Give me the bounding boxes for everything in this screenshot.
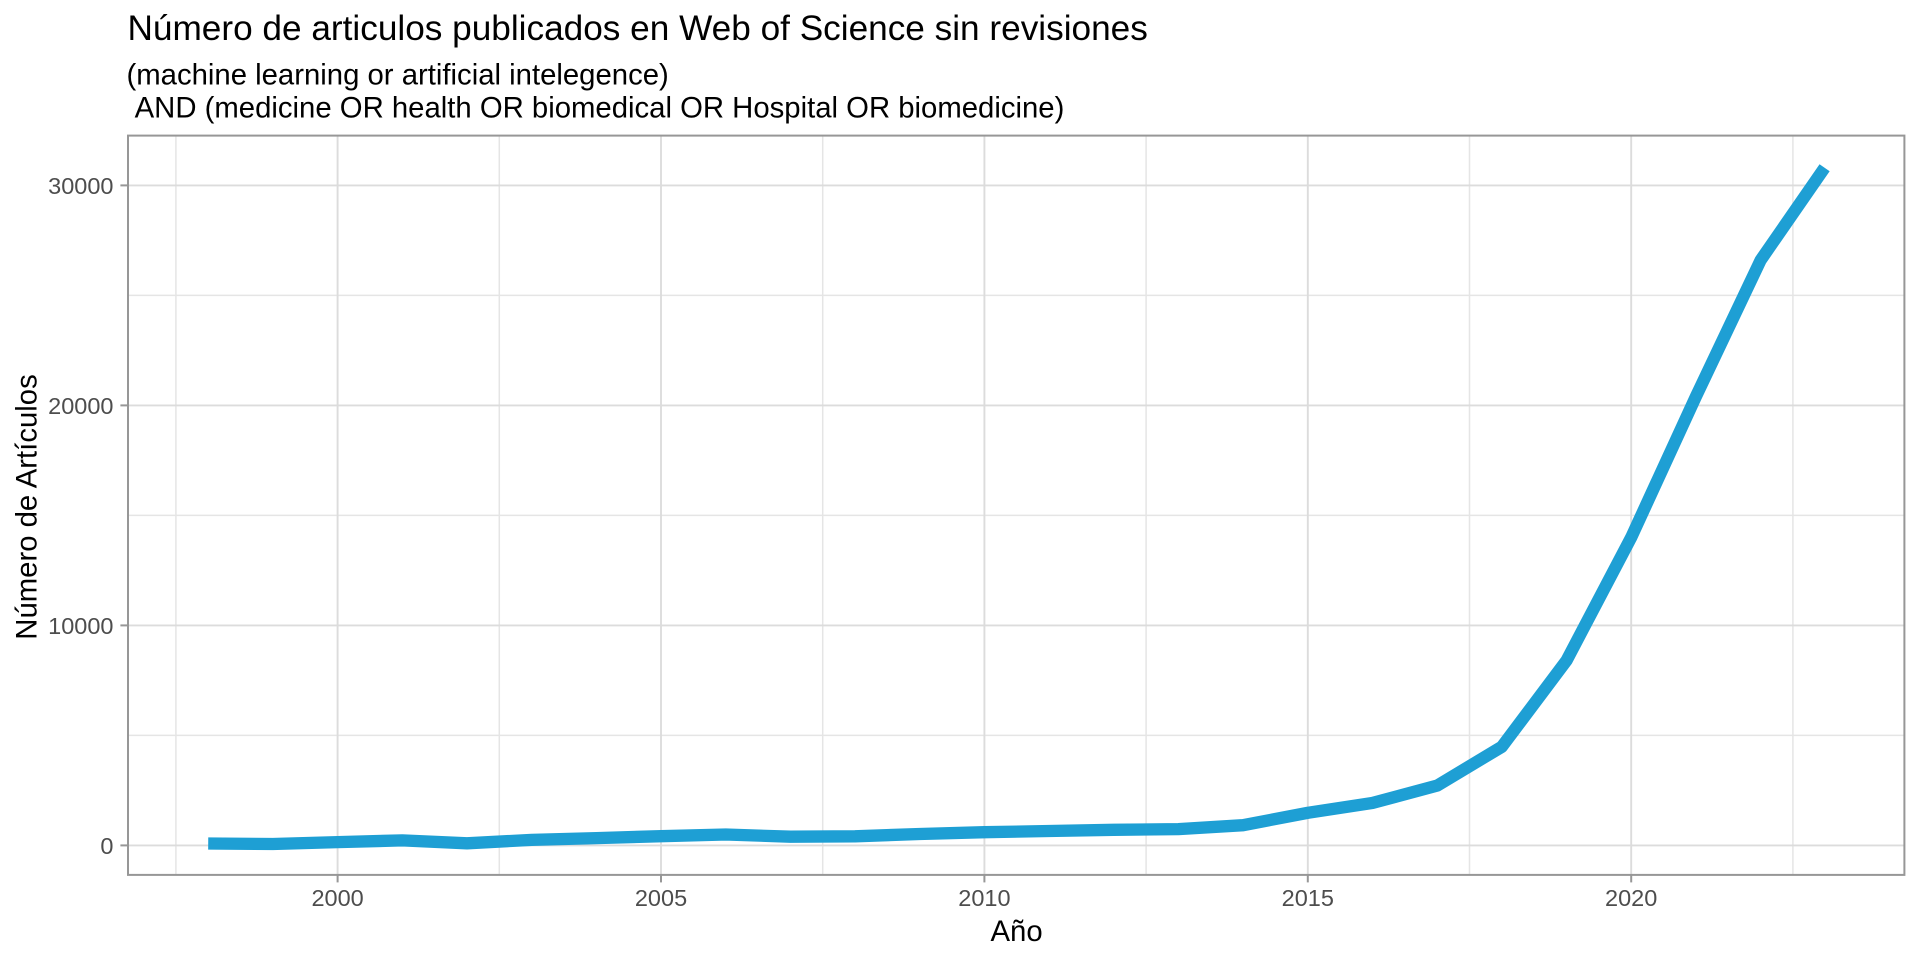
- svg-text:2020: 2020: [1605, 885, 1657, 911]
- svg-text:Año: Año: [991, 915, 1043, 948]
- svg-text:30000: 30000: [48, 173, 113, 199]
- svg-text:2010: 2010: [958, 885, 1010, 911]
- svg-text:2005: 2005: [635, 885, 687, 911]
- svg-text:2000: 2000: [311, 885, 363, 911]
- svg-text:AND (medicine OR health OR bio: AND (medicine OR health OR biomedical OR…: [127, 92, 1065, 125]
- svg-text:0: 0: [100, 833, 113, 859]
- svg-text:10000: 10000: [48, 613, 113, 639]
- svg-text:Número de articulos publicados: Número de articulos publicados en Web of…: [128, 9, 1148, 48]
- svg-text:20000: 20000: [48, 393, 113, 419]
- svg-text:2015: 2015: [1282, 885, 1334, 911]
- svg-text:Número de Artículos: Número de Artículos: [11, 374, 44, 639]
- svg-text:(machine learning or artificia: (machine learning or artificial intelege…: [127, 59, 669, 92]
